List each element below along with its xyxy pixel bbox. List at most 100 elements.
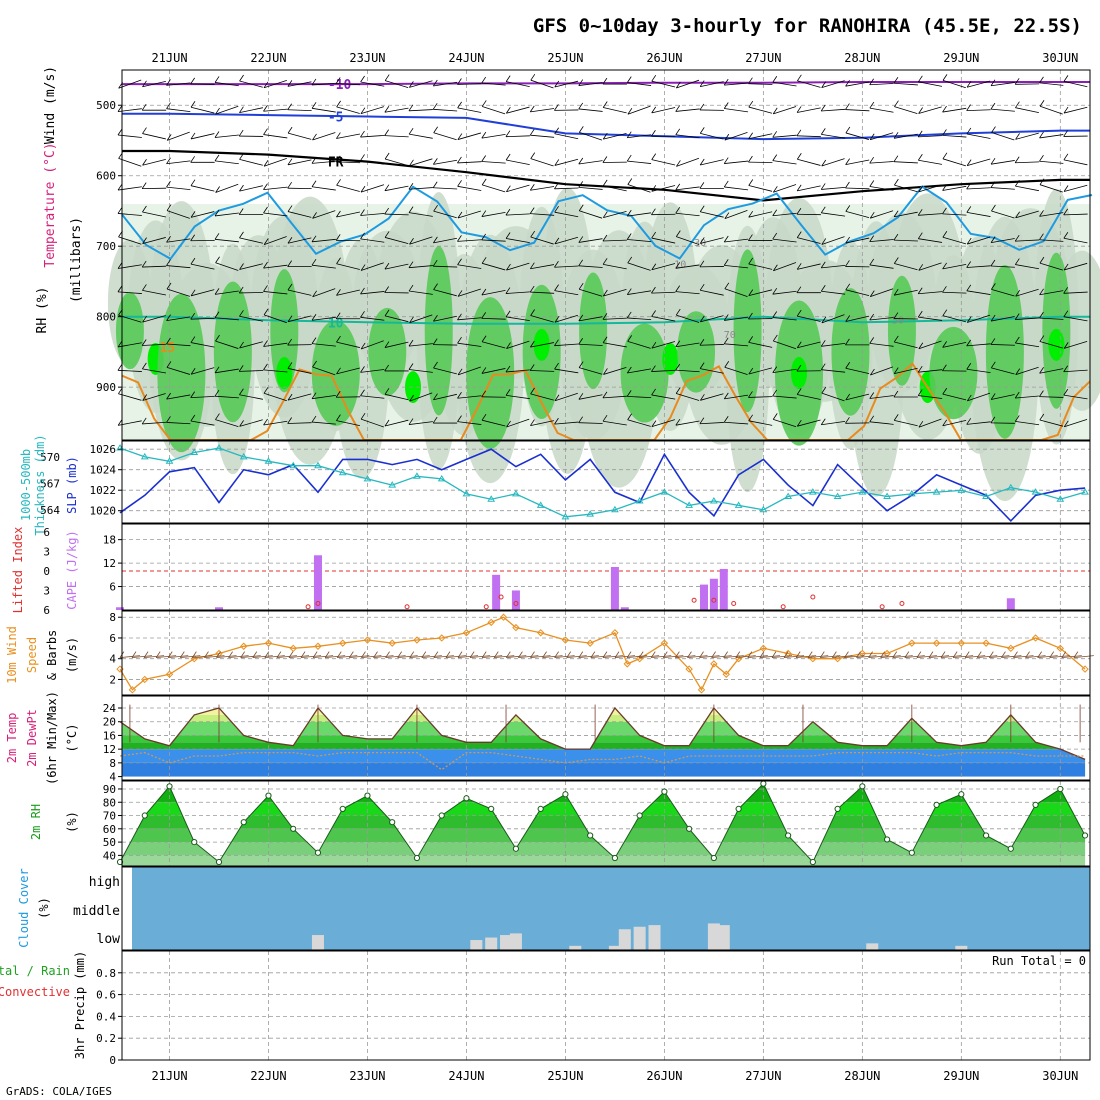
wind-barb-flag (239, 74, 244, 82)
wind-barb (773, 418, 797, 428)
wind-barb (627, 134, 652, 139)
wind-barb (748, 211, 773, 218)
wind-barb (578, 422, 603, 424)
surface-wind-barb (940, 655, 962, 659)
surface-wind-barb-flag (844, 651, 849, 658)
wind-barb (821, 186, 846, 190)
wind-barb-flag (699, 339, 705, 346)
wind-barb-flag (360, 366, 365, 373)
wind-barb (942, 291, 967, 294)
wind-barb-flag (117, 340, 123, 348)
wind-barb-flag (457, 392, 462, 399)
wind-barb (627, 419, 651, 427)
wind-barb-flag (141, 417, 147, 425)
top-date-labels: 21JUN 22JUN 23JUN 24JUN 25JUN 26JUN 27JUN 28JUN… (151, 51, 1078, 65)
wind-barb-flag (699, 315, 705, 323)
wind-barb (579, 367, 603, 375)
wind-barb (1064, 418, 1088, 428)
wind-barb-flag (602, 156, 608, 163)
wind-barb-flag (626, 233, 632, 240)
wind-barb-flag (626, 311, 632, 319)
isotherm-label: 10 (328, 316, 344, 331)
wind-barb-flag (481, 233, 487, 241)
wind-barb (239, 263, 263, 270)
label-cloud-b: (%) (37, 897, 51, 919)
y-tick-label: 90 (103, 783, 116, 796)
wind-barb-flag (481, 413, 487, 421)
wind-barb-flag (190, 336, 196, 343)
wind-barb-flag (723, 314, 729, 321)
wind-barb (360, 238, 385, 243)
wind-barb (748, 289, 773, 296)
wind-barb-flag (748, 414, 753, 422)
y-tick-label: 4 (109, 771, 116, 784)
wind-barb (578, 186, 603, 190)
wind-barb (700, 159, 724, 166)
wind-barb (990, 160, 1015, 165)
wind-barb-flag (723, 337, 729, 345)
thickness-point (932, 488, 941, 495)
li-point (404, 604, 410, 610)
wind-barb-flag (845, 236, 850, 244)
wind-speed-point (1031, 634, 1040, 642)
panel-frame (121, 523, 1091, 611)
wind-barb-flag (602, 234, 608, 242)
wind-barb (190, 185, 215, 192)
wind-barb (287, 422, 312, 424)
wind-barb-flag (845, 205, 851, 212)
wind-barb (215, 105, 239, 115)
surface-wind-barb (482, 655, 503, 659)
wind-barb (554, 236, 579, 245)
wind-barb (845, 315, 870, 322)
surface-wind-barb-flag (373, 651, 378, 658)
wind-barb-flag (214, 311, 220, 318)
wind-barb-flag (215, 413, 220, 420)
li-tick-label: 3 (43, 546, 50, 559)
wind-barb (821, 342, 846, 347)
wind-barb-flag (675, 285, 681, 292)
wind-barb-flag (1063, 75, 1069, 82)
wind-barb (942, 80, 966, 89)
panel-frame (121, 695, 1091, 781)
wind-barb-flag (845, 260, 850, 267)
wind-barb (845, 109, 870, 112)
rh-shade-50 (620, 323, 669, 423)
wind-barb-flag (360, 75, 365, 83)
wind-barb (821, 212, 846, 217)
wind-barb-flag (990, 236, 996, 243)
thickness-point (536, 501, 545, 508)
rh-point (710, 854, 717, 862)
wind-barb (821, 236, 845, 245)
wind-barb-flag (384, 106, 390, 113)
rh-point (587, 832, 594, 839)
surface-wind-barb-flag (880, 651, 885, 658)
wind-barb-flag (1063, 342, 1069, 349)
wind-barb-flag (408, 363, 414, 370)
surface-wind-barb (989, 655, 1010, 659)
wind-barb (603, 107, 627, 114)
y-tick-label: 4 (109, 653, 116, 666)
wind-barb-flag (142, 315, 147, 323)
y-tick-label: 0.6 (96, 989, 116, 1002)
wind-barb-flag (457, 180, 462, 187)
wind-barb-flag (554, 205, 559, 213)
wind-barb (239, 107, 263, 114)
low-cloud-bar (509, 933, 522, 950)
wind-barb (627, 212, 652, 217)
wind-barb-flag (966, 339, 972, 347)
date-label-bottom: 27JUN (745, 1069, 781, 1083)
wind-barb-flag (820, 418, 826, 425)
surface-wind-barb (530, 655, 551, 659)
thickness-point (710, 496, 718, 504)
wind-barb (1039, 134, 1064, 139)
surface-wind-barb (832, 655, 853, 659)
wind-barb-flag (578, 259, 584, 267)
wind-barb-flag (966, 127, 972, 135)
rh-point (735, 805, 742, 812)
wind-barb-flag (942, 309, 948, 316)
rh-point (908, 849, 915, 856)
surface-wind-barb (916, 655, 937, 659)
wind-barb (214, 160, 239, 165)
wind-barb (481, 317, 506, 320)
wind-barb-flag (1039, 76, 1044, 84)
